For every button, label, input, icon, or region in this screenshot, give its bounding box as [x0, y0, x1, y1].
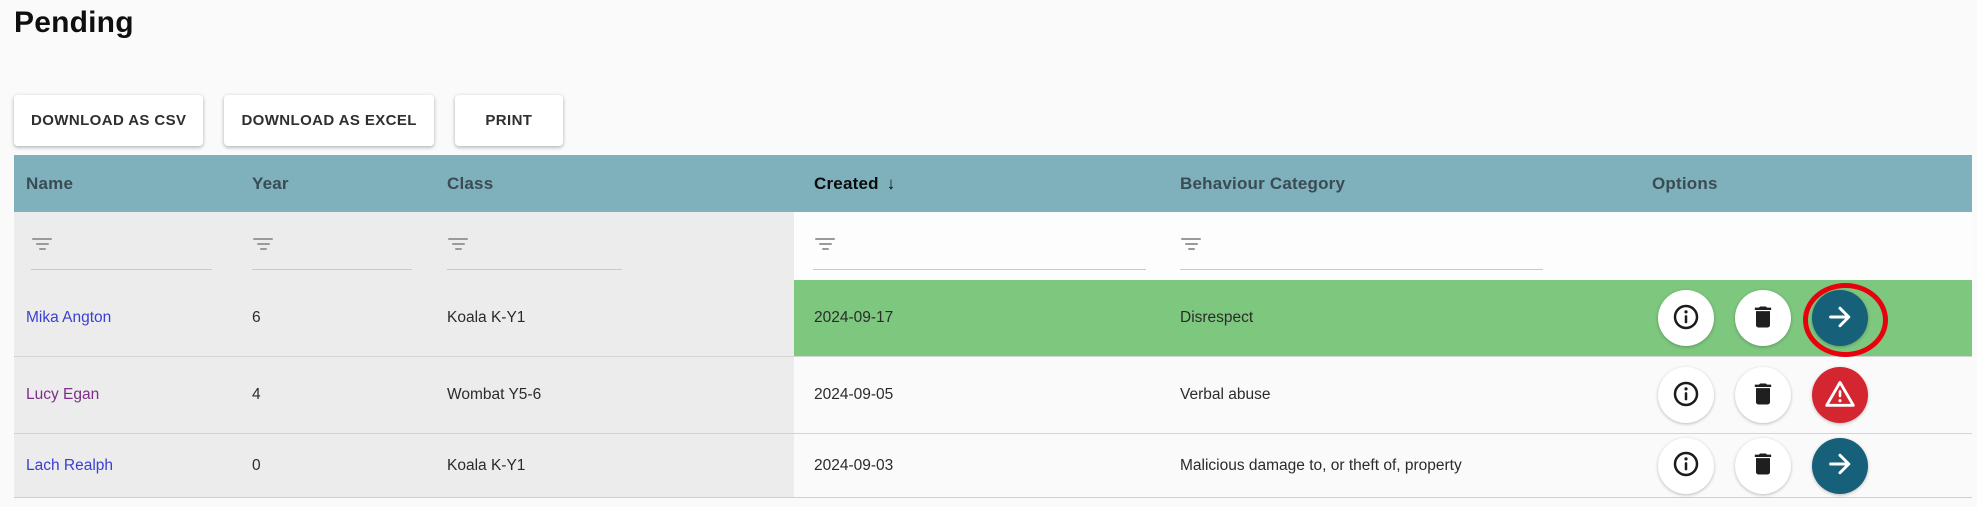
behaviour-category-cell: Malicious damage to, or theft of, proper… — [1168, 433, 1640, 497]
table-row: Lucy Egan 4 Wombat Y5-6 2024-09-05 Verba… — [14, 356, 1972, 433]
info-icon — [1671, 302, 1701, 335]
created-cell: 2024-09-17 — [794, 280, 1168, 356]
year-cell: 6 — [240, 280, 435, 356]
forward-button[interactable] — [1812, 290, 1868, 346]
class-cell: Wombat Y5-6 — [435, 356, 794, 433]
trash-icon — [1749, 380, 1777, 411]
column-header-options: Options — [1652, 173, 1718, 193]
arrow-right-icon — [1825, 449, 1855, 482]
page-title: Pending — [14, 6, 134, 39]
column-header-created[interactable]: Created ↓ — [794, 174, 1168, 194]
filter-input-year[interactable] — [252, 269, 412, 270]
arrow-right-icon — [1825, 302, 1855, 335]
download-excel-button[interactable]: DOWNLOAD AS EXCEL — [224, 95, 434, 146]
filter-icon — [814, 238, 836, 250]
warning-button[interactable] — [1812, 367, 1868, 423]
info-button[interactable] — [1658, 290, 1714, 346]
student-name-link[interactable]: Mika Angton — [26, 309, 112, 326]
column-header-name[interactable]: Name — [26, 173, 74, 193]
delete-button[interactable] — [1735, 367, 1791, 423]
student-name-link[interactable]: Lach Realph — [26, 456, 114, 474]
filter-icon — [1180, 238, 1202, 250]
print-button[interactable]: PRINT — [454, 95, 563, 146]
column-header-created-label: Created — [814, 173, 879, 193]
info-icon — [1671, 449, 1701, 482]
toolbar: DOWNLOAD AS CSV DOWNLOAD AS EXCEL PRINT — [14, 95, 563, 146]
table-row: Mika Angton 6 Koala K-Y1 2024-09-17 Disr… — [14, 280, 1972, 356]
filter-cell-name[interactable] — [14, 212, 240, 280]
behaviour-category-cell: Disrespect — [1168, 280, 1640, 356]
options-cell — [1640, 433, 1972, 497]
info-button[interactable] — [1658, 437, 1714, 494]
filter-cell-options-empty — [1640, 212, 1972, 280]
created-cell: 2024-09-05 — [794, 356, 1168, 433]
column-header-class[interactable]: Class — [447, 173, 494, 193]
created-cell: 2024-09-03 — [794, 433, 1168, 497]
filter-cell-class[interactable] — [435, 212, 794, 280]
filter-icon — [447, 238, 469, 250]
info-button[interactable] — [1658, 367, 1714, 423]
filter-cell-year[interactable] — [240, 212, 435, 280]
filter-input-class[interactable] — [447, 269, 622, 270]
column-header-behaviour-category[interactable]: Behaviour Category — [1180, 173, 1346, 193]
pending-table: Name Year Class Created ↓ Behaviour Categ… — [14, 155, 1972, 498]
delete-button[interactable] — [1735, 290, 1791, 346]
forward-button[interactable] — [1812, 437, 1868, 494]
options-cell — [1640, 356, 1972, 433]
info-icon — [1671, 379, 1701, 412]
column-header-year[interactable]: Year — [252, 173, 289, 193]
filter-input-name[interactable] — [31, 269, 212, 270]
year-cell: 0 — [240, 433, 435, 497]
name-cell: Mika Angton — [14, 280, 240, 356]
class-cell: Koala K-Y1 — [435, 280, 794, 356]
download-csv-button[interactable]: DOWNLOAD AS CSV — [14, 95, 204, 146]
trash-icon — [1749, 450, 1777, 481]
filter-icon — [31, 238, 53, 250]
table-row: Lach Realph 0 Koala K-Y1 2024-09-03 Mali… — [14, 433, 1972, 497]
filter-cell-behaviour-category[interactable] — [1168, 212, 1640, 280]
warning-triangle-icon — [1823, 377, 1857, 414]
delete-button[interactable] — [1735, 437, 1791, 494]
behaviour-category-cell: Verbal abuse — [1168, 356, 1640, 433]
table-header-row: Name Year Class Created ↓ Behaviour Categ… — [14, 155, 1972, 212]
options-cell — [1640, 280, 1972, 356]
year-cell: 4 — [240, 356, 435, 433]
filter-cell-created[interactable] — [794, 212, 1168, 280]
name-cell: Lucy Egan — [14, 356, 240, 433]
filter-row — [14, 212, 1972, 280]
name-cell: Lach Realph — [14, 433, 240, 497]
filter-input-behaviour-category[interactable] — [1180, 269, 1543, 270]
filter-icon — [252, 238, 274, 250]
trash-icon — [1749, 303, 1777, 334]
sort-desc-icon: ↓ — [886, 173, 896, 193]
student-name-link[interactable]: Lucy Egan — [26, 386, 100, 403]
filter-input-created[interactable] — [813, 269, 1146, 270]
class-cell: Koala K-Y1 — [435, 433, 794, 497]
